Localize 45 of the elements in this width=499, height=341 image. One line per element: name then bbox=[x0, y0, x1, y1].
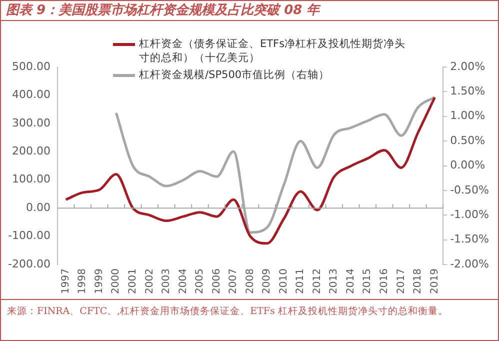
y2-tick-label: -2.00% bbox=[450, 257, 490, 270]
y2-tick-label: 2.00% bbox=[450, 60, 486, 73]
x-tick-label: 2016 bbox=[379, 268, 390, 294]
x-tick-label: 1997 bbox=[60, 268, 72, 294]
source-note: 来源：FINRA、CFTC、,杠杆资金用市场债务保证金、ETFs 杠杆及投机性期货净头寸的总和衡量。 bbox=[1, 299, 498, 340]
x-tick-label: 2001 bbox=[128, 268, 138, 294]
x-tick-label: 2002 bbox=[144, 268, 156, 294]
x-tick-label: 2013 bbox=[328, 268, 340, 294]
x-tick-label: 2007 bbox=[228, 268, 240, 294]
x-tick-label: 2017 bbox=[396, 268, 407, 294]
y2-tick-label: 0.00% bbox=[450, 158, 486, 172]
legend-label: 杠杆资金（债务保证金、ETFs净杠杆及投机性期货净头寸的总和）（十亿美元） bbox=[139, 37, 407, 65]
x-tick-label: 2018 bbox=[412, 268, 424, 294]
x-tick-label: 2004 bbox=[178, 268, 189, 294]
x-tick-label: 2009 bbox=[262, 268, 273, 294]
x-tick-label: 2019 bbox=[429, 268, 440, 294]
y2-tick-label: 1.00% bbox=[450, 109, 486, 122]
y-tick-label: 500.00 bbox=[12, 60, 50, 73]
y-tick-label: 0.00 bbox=[26, 200, 50, 214]
y2-tick-label: -1.00% bbox=[450, 208, 490, 222]
x-tick-label: 2008 bbox=[244, 268, 256, 294]
chart-title: 图表 9：美国股票市场杠杆资金规模及占比突破 08 年 bbox=[1, 1, 498, 21]
y2-tick-label: 0.50% bbox=[450, 134, 486, 147]
x-tick-label: 2000 bbox=[110, 268, 122, 294]
y2-tick-label: 1.50% bbox=[450, 84, 486, 98]
y2-tick-label: -1.50% bbox=[450, 232, 490, 246]
x-tick-label: 2011 bbox=[295, 268, 306, 294]
y-tick-label: -200.00 bbox=[8, 257, 50, 270]
y-tick-label: -100.00 bbox=[8, 229, 50, 242]
x-tick-label: 2012 bbox=[312, 268, 323, 294]
x-tick-label: 2005 bbox=[194, 268, 206, 294]
legend-label: 杠杆资金规模/SP500市值比例（右轴） bbox=[139, 68, 330, 82]
y-tick-label: 400.00 bbox=[12, 88, 50, 102]
y-tick-label: 200.00 bbox=[12, 144, 50, 158]
x-tick-label: 1999 bbox=[94, 268, 105, 294]
y-tick-label: 100.00 bbox=[12, 172, 50, 186]
y-tick-label: 300.00 bbox=[12, 116, 50, 130]
x-tick-label: 1998 bbox=[77, 268, 88, 294]
x-tick-label: 2014 bbox=[345, 268, 356, 294]
x-tick-label: 2010 bbox=[278, 268, 290, 294]
line-series bbox=[64, 96, 436, 245]
x-tick-label: 2006 bbox=[211, 268, 222, 294]
x-tick-label: 2003 bbox=[161, 268, 172, 294]
y2-tick-label: -0.50% bbox=[450, 183, 490, 196]
x-tick-label: 2015 bbox=[362, 268, 374, 294]
